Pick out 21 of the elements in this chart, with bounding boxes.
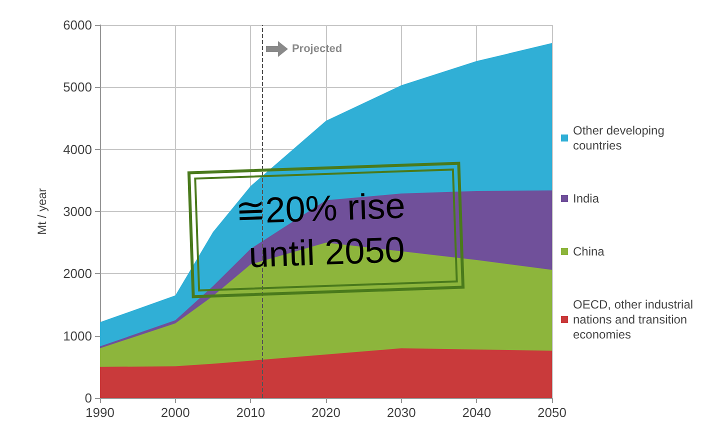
y-tick-label: 0 — [84, 390, 92, 406]
x-tick-label: 2050 — [538, 405, 566, 420]
y-tick-label: 1000 — [63, 328, 92, 344]
ref-line-label: Projected — [292, 43, 342, 55]
legend-label: China — [573, 244, 605, 258]
x-tick-label: 2040 — [462, 405, 492, 420]
x-tick-label: 2030 — [386, 405, 416, 420]
y-axis-title: Mt / year — [35, 188, 49, 235]
legend-label: Other developing countries — [573, 124, 668, 152]
y-tick-label: 2000 — [63, 266, 92, 282]
x-tick-label: 2010 — [236, 405, 266, 420]
y-tick-label: 3000 — [63, 204, 92, 219]
legend-label: OECD, other industrial nations and transition economies — [573, 298, 696, 342]
x-tick-label: 2020 — [312, 405, 340, 420]
x-tick-label: 1990 — [86, 405, 114, 420]
annotation: ≅20% rise until 2050 — [234, 184, 416, 276]
x-tick-label: 2000 — [160, 405, 190, 420]
y-tick-label: 6000 — [63, 18, 92, 32]
y-tick-label: 5000 — [63, 80, 92, 95]
legend-label: India — [573, 192, 600, 206]
y-tick-label: 4000 — [63, 142, 92, 157]
